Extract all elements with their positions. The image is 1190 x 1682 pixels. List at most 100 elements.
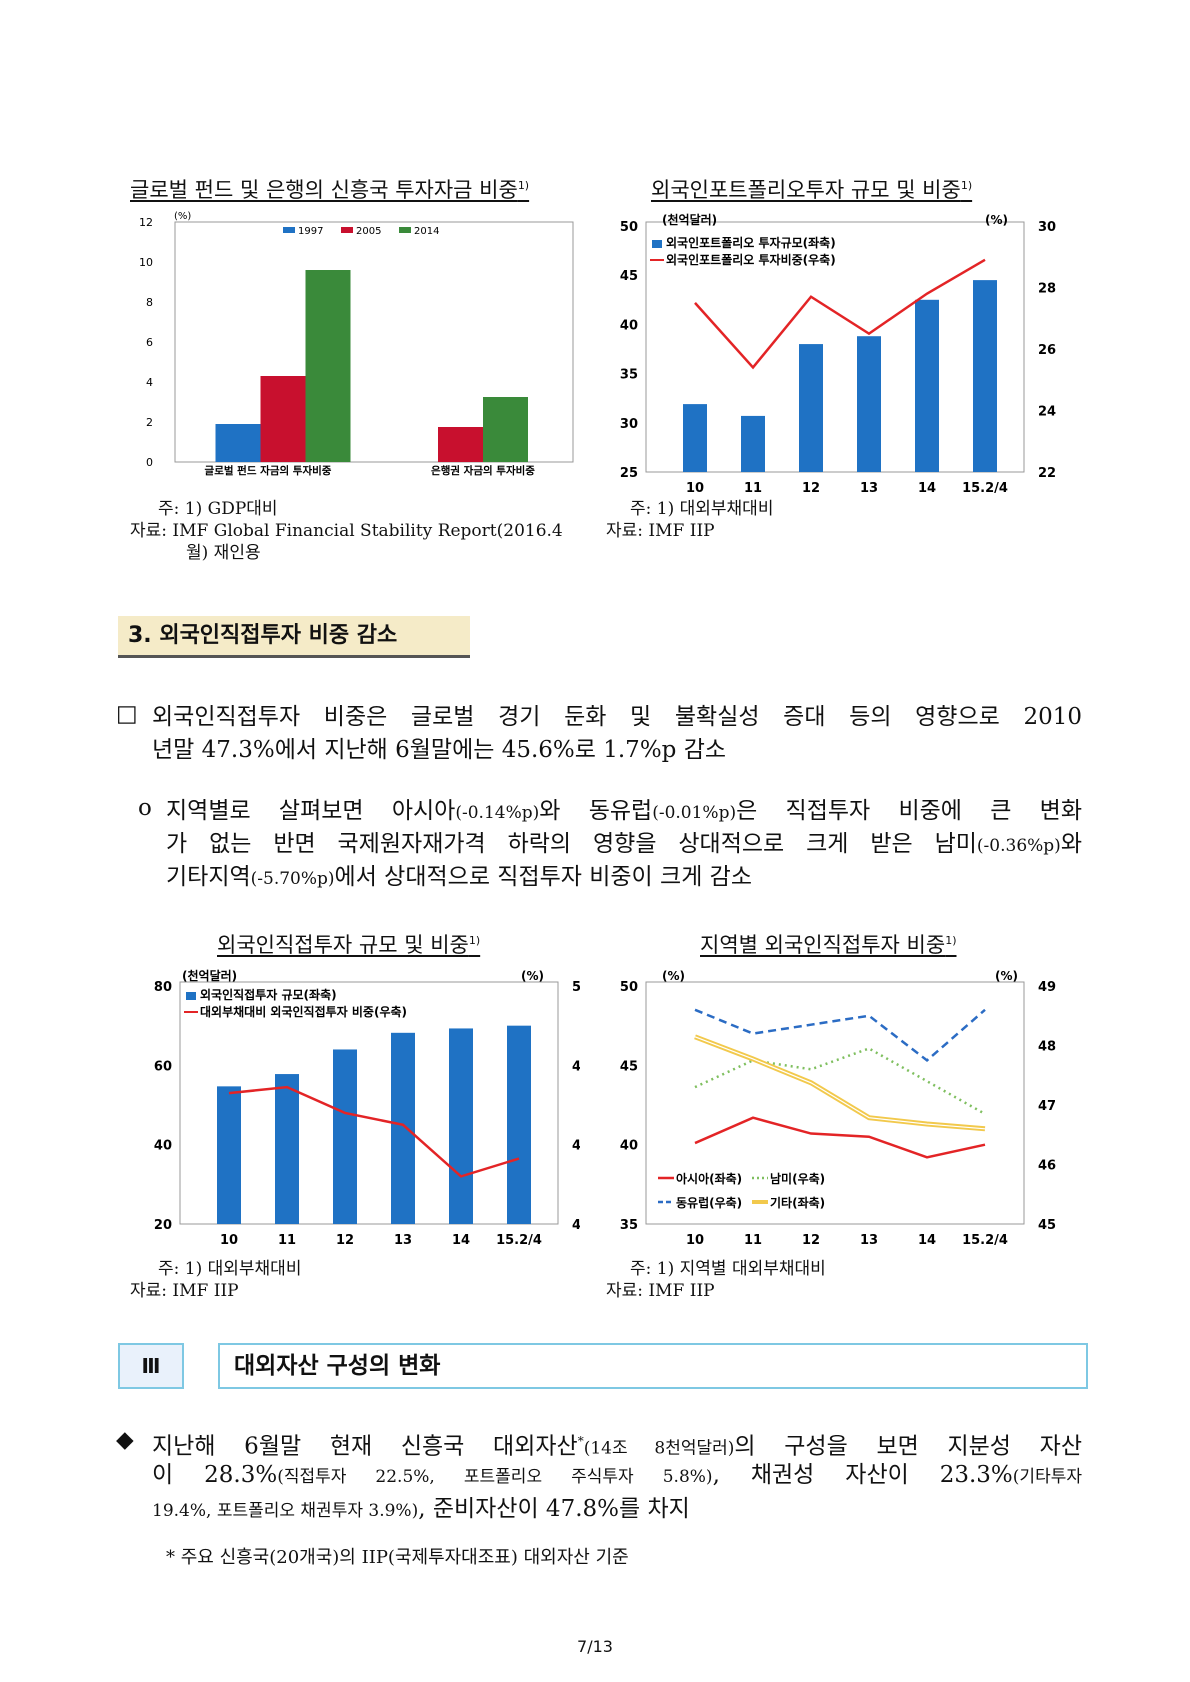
chart4-xtick: 10: [686, 1233, 704, 1248]
chart2-legend-label: 외국인포트폴리오 투자규모(좌축): [666, 235, 836, 250]
chart1-legend-swatch: [341, 227, 353, 233]
chart1-legend-label: 2005: [356, 226, 381, 237]
chart4-legend-label: 동유럽(우축): [676, 1195, 742, 1210]
chart4-xtick: 15.2/4: [962, 1233, 1008, 1248]
chart4-frame: [645, 981, 1025, 1225]
chart1-ytick: 12: [139, 216, 153, 229]
chart4-ytick-right: 46: [1038, 1159, 1056, 1174]
chart4-legend-label: 아시아(좌축): [676, 1171, 742, 1186]
chart4-xtick: 13: [860, 1233, 878, 1248]
chart2-xtick: 11: [744, 481, 762, 496]
chart2-xtick: 15.2/4: [962, 481, 1008, 496]
chart4-line: [694, 1008, 986, 1062]
chart3-legend-label: 대외부채대비 외국인직접투자 비중(우축): [200, 1004, 407, 1019]
chart1-bar: [305, 270, 351, 462]
chart3-bar: [333, 1049, 357, 1224]
chart1-note-1: 주: 1) GDP대비: [158, 499, 278, 519]
chart1-ytick: 0: [146, 456, 153, 469]
section3-para2-line3: 기타지역(-5.70%p)에서 상대적으로 직접투자 비중이 크게 감소: [166, 864, 752, 890]
chart4-svg: (%) (%) 35 40 45 50 45 46 47 48 49 10 11 12 13 14 15.2…: [620, 969, 1056, 1248]
chart2-unit-right: (%): [985, 213, 1008, 227]
chart4-ytick-right: 49: [1038, 980, 1056, 995]
chart1-ytick: 10: [139, 256, 153, 269]
chart4-legend-label: 남미(우축): [770, 1171, 825, 1186]
chart3-line: [228, 1085, 520, 1178]
chart1-bar: [483, 397, 528, 462]
chart1-note-2: 자료: IMF Global Financial Stability Repor…: [130, 521, 563, 541]
circle-bullet: o: [138, 795, 152, 821]
chart3-xtick: 13: [394, 1233, 412, 1248]
chart3-ytick-right: 46: [572, 1139, 580, 1154]
chart4-xtick: 12: [802, 1233, 820, 1248]
chart2-ytick-right: 24: [1038, 405, 1056, 420]
chart4-ytick-right: 47: [1038, 1099, 1056, 1114]
page-number: 7/13: [577, 1637, 613, 1656]
chapter3-footnote: * 주요 신흥국(20개국)의 IIP(국제투자대조표) 대외자산 기준: [166, 1547, 629, 1568]
chart4-xtick: 14: [918, 1233, 936, 1248]
chart1-legend-swatch: [399, 227, 411, 233]
section-heading: 3. 외국인직접투자 비중 감소: [118, 616, 470, 658]
chart1-svg: (%) 0 2 4 6 8 10 12 1997 2005 2014 글로벌 펀드 자금의 투자…: [139, 211, 574, 477]
chart4-note-1: 주: 1) 지역별 대외부채대비: [630, 1259, 826, 1279]
chart4-legend-label: 기타(좌축): [770, 1195, 825, 1210]
chart3-ytick-right: 50: [572, 980, 580, 995]
chart3-unit-right: (%): [521, 969, 544, 983]
chart3-xtick: 14: [452, 1233, 470, 1248]
chart2-svg: (천억달러) (%) 25 30 35 40 45 50 22 24 26 28 30 10 11 12 1…: [620, 212, 1056, 496]
chart4-ytick-left: 45: [620, 1059, 638, 1074]
chart1-title: 글로벌 펀드 및 은행의 신흥국 투자자금 비중1): [130, 178, 530, 202]
chart3-legend-label: 외국인직접투자 규모(좌축): [200, 987, 337, 1002]
chart3-bar: [449, 1028, 473, 1224]
chart3-ytick-left: 40: [154, 1139, 172, 1154]
chart3-legend-swatch: [186, 992, 196, 1000]
chart1-bar: [215, 424, 261, 462]
chapter-title: 대외자산 구성의 변화: [218, 1343, 1088, 1389]
chart4-xtick: 11: [744, 1233, 762, 1248]
chart2-legend-swatch: [652, 240, 662, 248]
chart2-bar: [799, 344, 823, 472]
chart4-ytick-right: 48: [1038, 1040, 1056, 1055]
chart4-line-inner: [694, 1036, 986, 1130]
chart1-category-label: 글로벌 펀드 자금의 투자비중: [205, 464, 332, 477]
chart2-note-2: 자료: IMF IIP: [606, 521, 715, 541]
chart1-ytick: 4: [146, 376, 153, 389]
chart2-ytick-left: 40: [620, 318, 638, 333]
chart3-ytick-left: 20: [154, 1218, 172, 1233]
chart4-unit-left: (%): [662, 969, 685, 983]
chart1-ytick: 8: [146, 296, 153, 309]
chart2-legend-label: 외국인포트폴리오 투자비중(우축): [666, 252, 836, 267]
chart4-line: [694, 1116, 986, 1159]
chart1-bar: [260, 376, 306, 462]
section3-para1-line2: 년말 47.3%에서 지난해 6월말에는 45.6%로 1.7%p 감소: [152, 737, 727, 763]
chapter3-line3: 19.4%, 포트폴리오 채권투자 3.9%), 준비자산이 47.8%를 차지: [152, 1496, 690, 1522]
chart2-bar: [741, 415, 765, 472]
chart1-ytick: 6: [146, 336, 153, 349]
chart1-bar: [438, 427, 483, 462]
chart1-frame: [174, 221, 574, 463]
diamond-bullet: ◆: [116, 1427, 134, 1453]
chapter-number: Ⅲ: [118, 1343, 184, 1389]
chart3-note-1: 주: 1) 대외부채대비: [158, 1259, 302, 1279]
chart3-ytick-left: 60: [154, 1059, 172, 1074]
chart2-ytick-right: 22: [1038, 466, 1056, 481]
chart4-title: 지역별 외국인직접투자 비중1): [700, 933, 957, 957]
chart4-ytick-left: 40: [620, 1139, 638, 1154]
chart3-xtick: 15.2/4: [496, 1233, 542, 1248]
chart2-ytick-left: 50: [620, 220, 638, 235]
chapter3-line1: 지난해 6월말 현재 신흥국 대외자산*(14조 8천억달러)의 구성을 보면 …: [152, 1433, 1082, 1460]
section3-para2-line2: 가 없는 반면 국제원자재가격 하락의 영향을 상대적으로 크게 받은 남미(-…: [166, 831, 1082, 857]
chart4-ytick-left: 50: [620, 980, 638, 995]
chart2-ytick-left: 25: [620, 466, 638, 481]
chart2-xtick: 14: [918, 481, 936, 496]
chart2-ytick-right: 26: [1038, 343, 1056, 358]
chart3-ytick-right: 44: [572, 1218, 580, 1233]
chart2-xtick: 10: [686, 481, 704, 496]
chart2-bar: [857, 336, 881, 472]
chart4-ytick-left: 35: [620, 1218, 638, 1233]
chart1-unit: (%): [174, 211, 191, 222]
chart2-note-1: 주: 1) 대외부채대비: [630, 499, 774, 519]
chart2-ytick-left: 30: [620, 417, 638, 432]
chart3-xtick: 10: [220, 1233, 238, 1248]
chart1-legend-swatch: [283, 227, 295, 233]
chart3-title: 외국인직접투자 규모 및 비중1): [217, 933, 481, 957]
